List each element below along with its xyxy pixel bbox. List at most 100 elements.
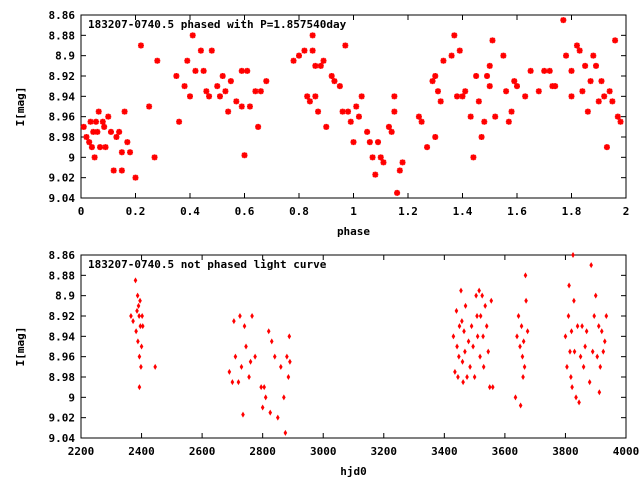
phased-data-point <box>573 42 580 49</box>
phased-data-point <box>434 88 441 95</box>
unphased-data-point <box>478 353 482 360</box>
unphased-y-axis-label: I[mag] <box>14 327 27 367</box>
unphased-data-point <box>468 363 472 370</box>
unphased-y-tick-label: 8.96 <box>49 351 76 364</box>
unphased-data-point <box>597 389 602 396</box>
unphased-data-point <box>135 292 140 299</box>
phased-data-point <box>418 118 425 125</box>
unphased-data-point <box>457 353 461 360</box>
phased-data-point <box>511 78 518 85</box>
phased-data-point <box>336 83 343 90</box>
unphased-y-tick-label: 9.04 <box>49 432 76 445</box>
unphased-data-points <box>129 252 609 436</box>
unphased-data-point <box>463 302 468 309</box>
unphased-data-point <box>455 343 459 350</box>
unphased-data-point <box>592 313 597 319</box>
phased-data-point <box>475 98 482 105</box>
phased-data-point <box>568 93 575 100</box>
phased-data-point <box>328 73 335 79</box>
phased-data-point <box>315 108 322 115</box>
phased-data-point <box>323 123 330 130</box>
phased-data-point <box>396 167 403 174</box>
phased-data-point <box>312 93 319 100</box>
phased-data-point <box>200 67 207 74</box>
phased-data-points <box>80 17 624 196</box>
unphased-data-point <box>596 323 601 330</box>
unphased-data-point <box>276 414 280 421</box>
phased-x-tick-label: 2 <box>623 205 630 218</box>
unphased-data-point <box>593 292 598 299</box>
phased-data-point <box>508 108 515 115</box>
unphased-data-point <box>524 297 528 304</box>
unphased-data-point <box>601 348 606 355</box>
phased-data-point <box>97 144 104 151</box>
phased-data-point <box>192 67 199 74</box>
unphased-data-point <box>570 384 574 391</box>
phased-data-point <box>353 103 360 110</box>
phased-data-point <box>522 93 529 100</box>
unphased-data-point <box>153 363 157 370</box>
phased-x-tick-label: 0.2 <box>126 205 146 218</box>
phased-x-tick-label: 0.6 <box>235 205 255 218</box>
phased-light-curve-panel: 0 0.2 0.4 0.6 0.8 1 1.2 1.4 1.6 1.8 2 8.868.888.98… <box>14 9 629 238</box>
unphased-y-tick-label: 8.94 <box>49 330 76 343</box>
unphased-data-point <box>138 297 142 304</box>
phased-x-tick-label: 1.8 <box>562 205 582 218</box>
phased-data-point <box>176 118 183 125</box>
phased-plot-title: 183207-0740.5 phased with P=1.857540day <box>88 18 347 31</box>
phased-data-point <box>429 78 436 85</box>
phased-data-point <box>579 88 586 95</box>
phased-data-point <box>197 47 204 54</box>
unphased-data-point <box>587 379 592 386</box>
unphased-plot-title: 183207-0740.5 not phased light curve <box>88 258 327 271</box>
phased-data-point <box>593 62 600 69</box>
unphased-data-point <box>469 323 474 330</box>
phased-data-point <box>486 62 493 69</box>
phased-data-point <box>563 52 570 59</box>
phased-data-point <box>606 88 613 95</box>
phased-data-point <box>432 134 439 140</box>
phased-data-point <box>113 134 120 140</box>
phased-data-point <box>246 103 253 110</box>
unphased-data-point <box>475 313 479 319</box>
unphased-data-point <box>137 353 142 360</box>
unphased-data-point <box>247 374 251 380</box>
unphased-data-point <box>239 363 244 370</box>
phased-data-point <box>364 128 371 135</box>
unphased-data-point <box>523 272 528 279</box>
unphased-data-point <box>248 358 253 365</box>
unphased-data-point <box>230 379 235 386</box>
unphased-data-point <box>137 384 142 391</box>
phased-data-point <box>309 32 316 39</box>
unphased-x-tick-label: 2800 <box>249 445 276 458</box>
phased-data-point <box>535 88 542 95</box>
phased-data-point <box>241 152 248 159</box>
phased-data-point <box>225 108 232 115</box>
unphased-data-point <box>569 328 574 335</box>
phased-data-point <box>576 47 583 54</box>
phased-data-point <box>101 123 108 130</box>
unphased-data-point <box>268 409 273 416</box>
phased-data-point <box>312 62 319 69</box>
phased-data-point <box>127 149 134 156</box>
phased-data-point <box>350 139 357 146</box>
phased-data-point <box>187 93 193 100</box>
phased-data-point <box>118 167 125 174</box>
unphased-data-point <box>282 394 286 401</box>
unphased-data-point <box>283 429 288 436</box>
phased-data-point <box>355 113 362 120</box>
unphased-data-point <box>577 399 581 406</box>
phased-data-point <box>181 83 188 90</box>
phased-data-point <box>432 73 439 79</box>
unphased-data-point <box>453 368 457 375</box>
phased-data-point <box>304 93 311 100</box>
phased-data-point <box>514 83 520 90</box>
phased-data-point <box>546 67 553 74</box>
phased-data-point <box>486 83 493 90</box>
unphased-data-point <box>272 353 277 360</box>
phased-x-ticks: 0 0.2 0.4 0.6 0.8 1 1.2 1.4 1.6 1.8 2 <box>78 15 630 218</box>
phased-x-tick-label: 1.2 <box>398 205 418 218</box>
unphased-plot-frame <box>80 254 627 439</box>
phased-data-point <box>214 83 221 90</box>
unphased-data-point <box>460 358 465 365</box>
